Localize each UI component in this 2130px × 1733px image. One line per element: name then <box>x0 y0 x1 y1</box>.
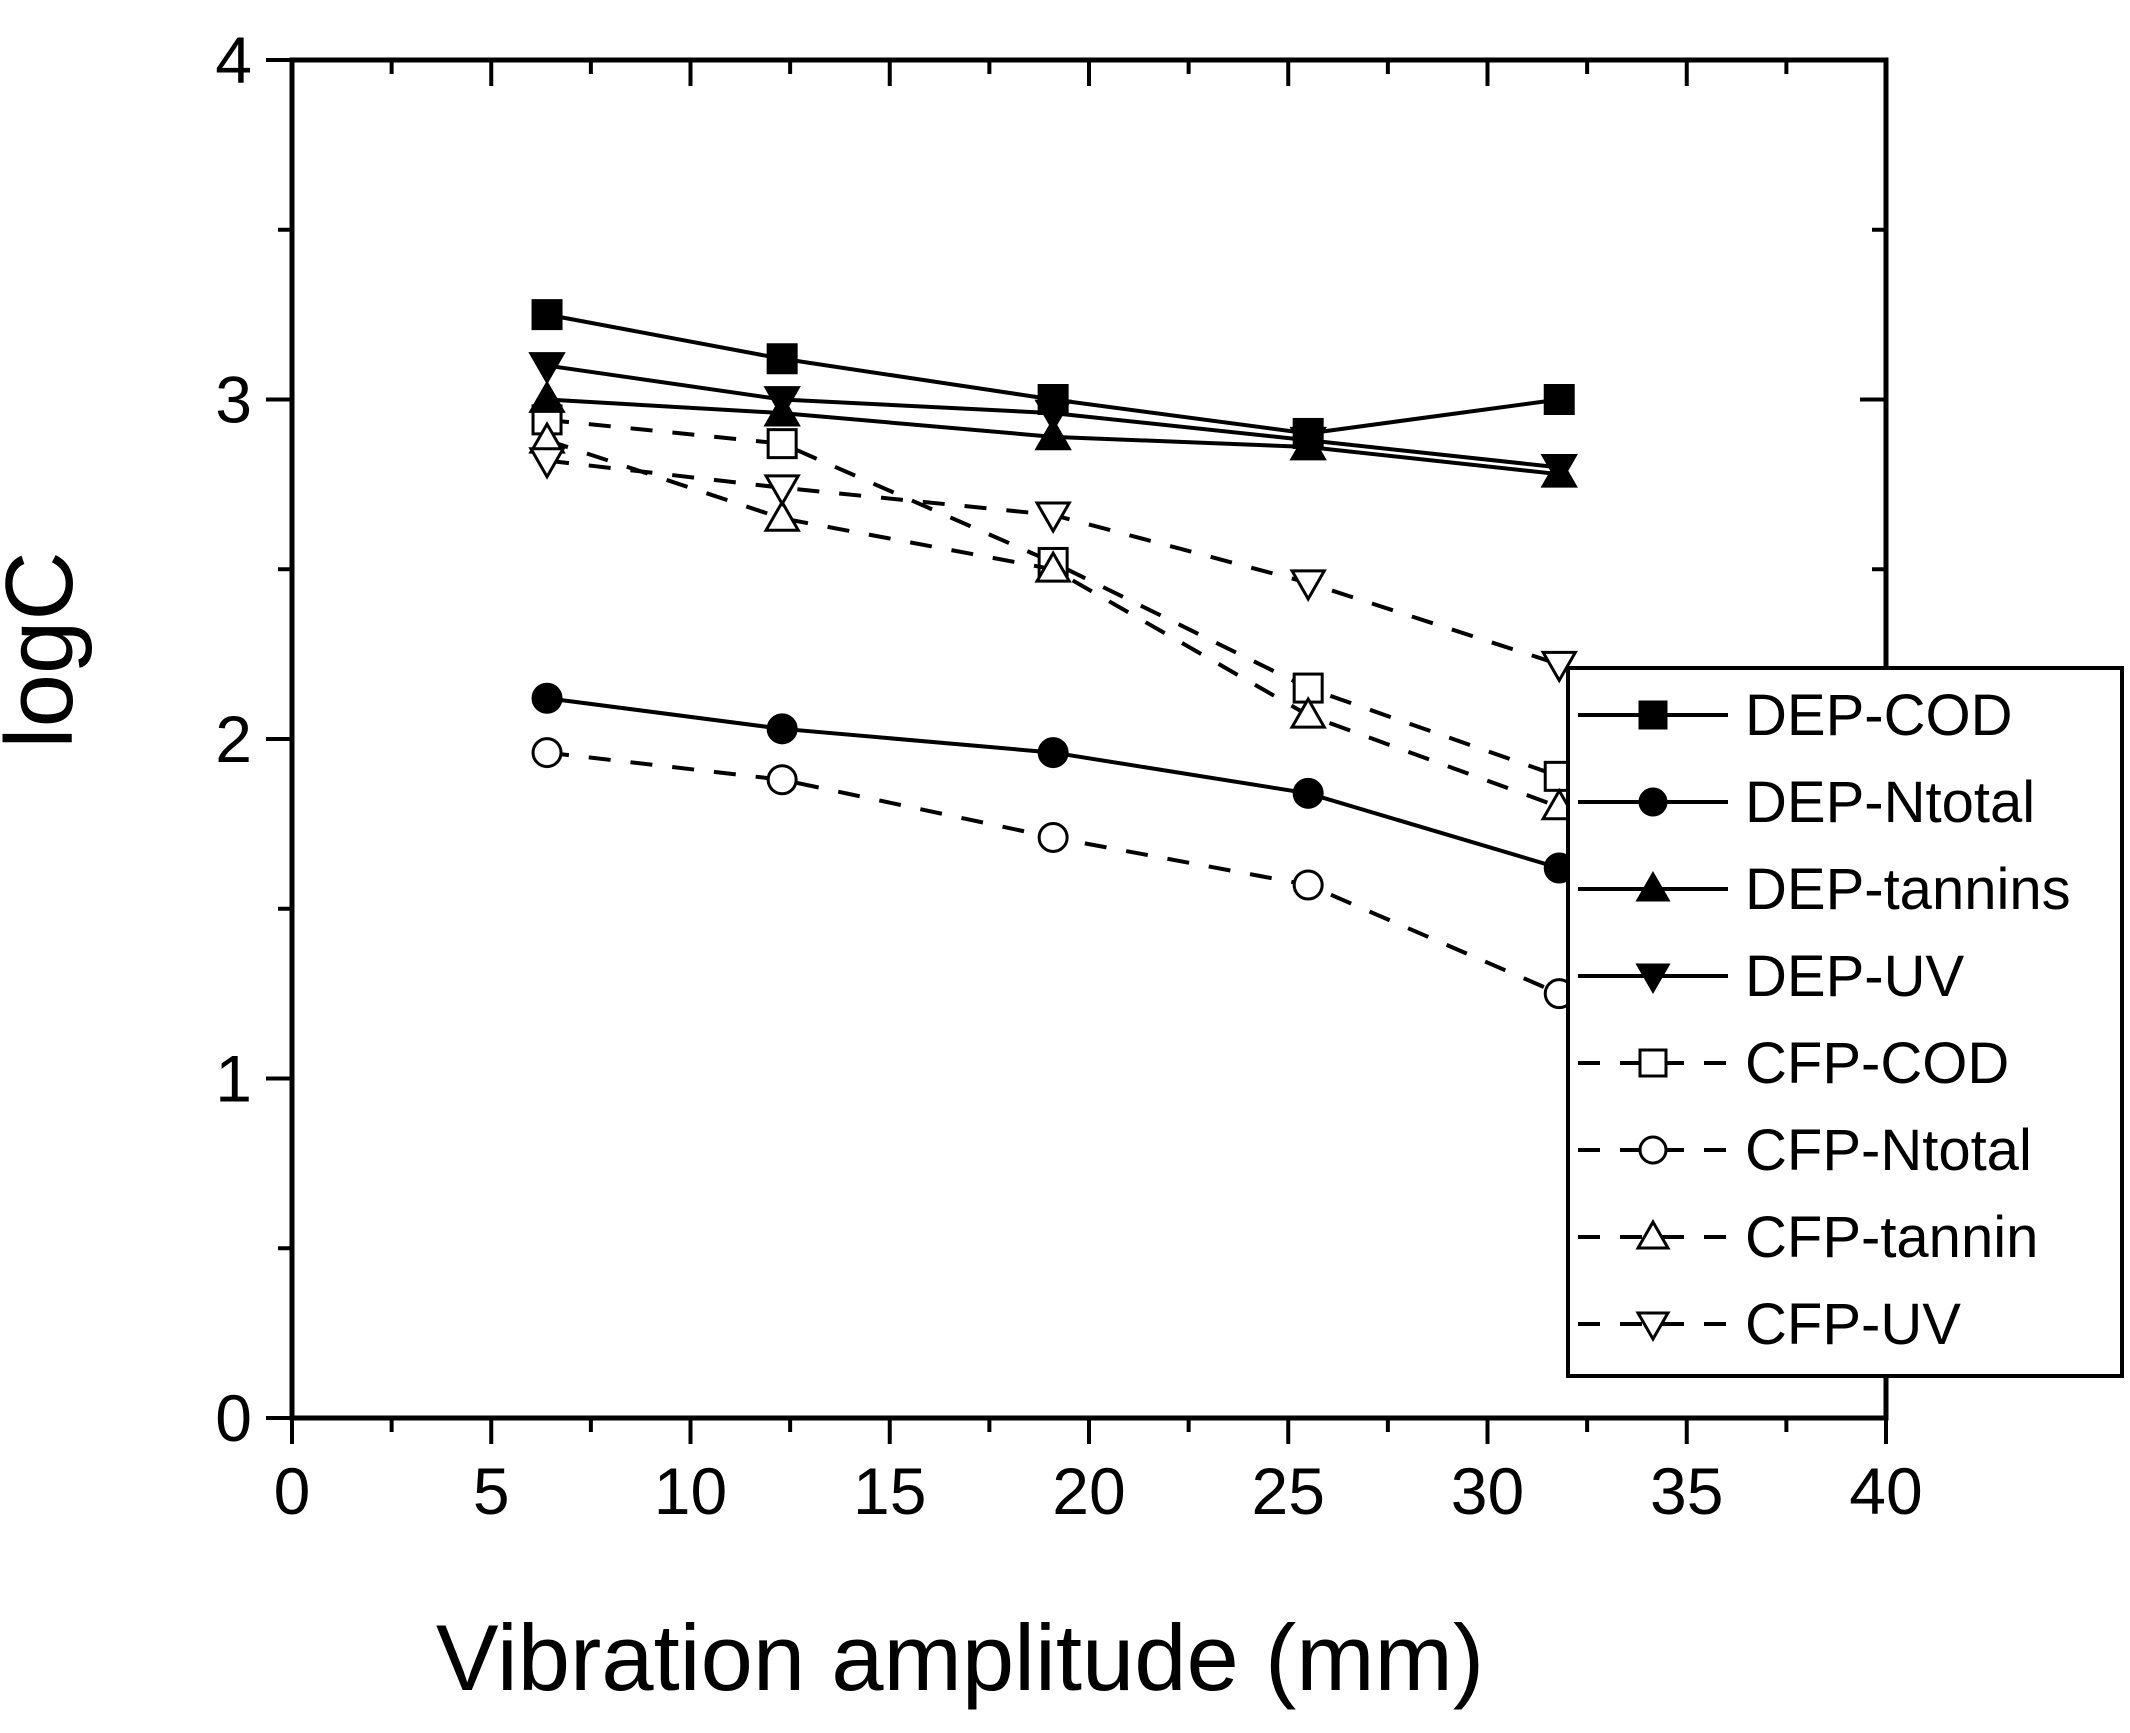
series-line-cfp-ntotal <box>546 750 1561 996</box>
x-tick-label: 25 <box>1252 1454 1325 1528</box>
data-point-cfp-uv <box>1289 569 1327 602</box>
data-point-dep-tannins <box>528 380 566 413</box>
legend-marker <box>1635 1219 1671 1250</box>
series-cfp-ntotal <box>531 737 1575 1010</box>
data-point-cfp-uv <box>763 474 801 507</box>
data-point-dep-cod <box>531 299 563 331</box>
legend-item-cfp-uv: CFP-UV <box>1578 1292 1961 1357</box>
data-point-dep-uv <box>528 352 566 385</box>
legend-item-cfp-ntotal: CFP-Ntotal <box>1578 1118 2032 1183</box>
legend-label: DEP-UV <box>1745 944 1964 1009</box>
x-tick-label: 40 <box>1849 1454 1922 1528</box>
x-tick-label: 10 <box>654 1454 727 1528</box>
y-tick-label: 1 <box>215 1042 252 1116</box>
legend-marker <box>1638 1135 1668 1165</box>
legend-marker <box>1638 787 1668 817</box>
data-point-dep-cod <box>1543 384 1575 415</box>
x-tick-label: 35 <box>1650 1454 1723 1528</box>
x-tick-label: 30 <box>1451 1454 1524 1528</box>
x-axis-title: Vibration amplitude (mm) <box>436 1605 1484 1710</box>
data-point-cfp-cod <box>766 428 798 460</box>
y-tick-label: 4 <box>215 23 252 97</box>
legend: DEP-COD DEP-Ntotal DEP-tannins DEP-UV CFP-CO… <box>1566 666 2124 1378</box>
legend-label: CFP-UV <box>1745 1292 1961 1357</box>
data-point-cfp-ntotal <box>1037 821 1069 853</box>
data-point-dep-uv <box>763 386 801 419</box>
legend-item-cfp-cod: CFP-COD <box>1578 1031 2009 1096</box>
data-point-dep-ntotal <box>1037 737 1069 769</box>
series-dep-cod <box>531 299 1575 449</box>
legend-marker <box>1638 1048 1668 1078</box>
series-dep-ntotal <box>531 682 1575 884</box>
x-tick-label: 15 <box>853 1454 926 1528</box>
legend-label: DEP-tannins <box>1745 857 2071 922</box>
series-cfp-tannin <box>528 421 1578 821</box>
legend-box <box>1566 666 2124 1378</box>
legend-marker <box>1635 871 1671 902</box>
legend-marker <box>1635 963 1671 994</box>
legend-label: DEP-COD <box>1745 683 2012 748</box>
data-point-cfp-ntotal <box>766 764 798 796</box>
data-point-dep-cod <box>766 343 798 375</box>
series-layer <box>528 299 1578 1010</box>
legend-label: DEP-Ntotal <box>1745 770 2035 835</box>
series-dep-uv <box>528 352 1578 487</box>
legend-label: CFP-Ntotal <box>1745 1118 2032 1183</box>
legend-label: CFP-COD <box>1745 1031 2009 1096</box>
data-point-dep-ntotal <box>766 713 798 745</box>
data-point-dep-tannins <box>1034 417 1072 451</box>
data-point-cfp-tannin <box>1034 550 1072 583</box>
data-point-dep-uv <box>1034 399 1072 433</box>
legend-item-dep-cod: DEP-COD <box>1578 683 2012 748</box>
data-point-cfp-uv <box>1034 501 1072 535</box>
data-point-cfp-ntotal <box>531 737 563 769</box>
series-line-cfp-cod <box>546 417 1560 779</box>
x-tick-label: 20 <box>1052 1454 1125 1528</box>
y-tick-label: 3 <box>215 363 252 437</box>
data-point-cfp-ntotal <box>1292 869 1324 901</box>
axis-ticks: 0 5 10 15 20 25 30 35 40 0 1 2 3 4 <box>215 23 1922 1528</box>
y-axis-title: logC <box>0 551 93 748</box>
y-tick-label: 0 <box>215 1381 252 1455</box>
series-cfp-cod <box>531 404 1575 792</box>
legend-marker <box>1635 1311 1671 1342</box>
data-point-cfp-tannin <box>763 499 801 532</box>
data-point-cfp-tannin <box>1289 696 1327 729</box>
legend-label: CFP-tannin <box>1745 1205 2038 1270</box>
series-cfp-uv <box>528 447 1578 684</box>
y-tick-label: 2 <box>215 702 252 776</box>
data-point-dep-uv <box>1540 454 1578 487</box>
data-point-dep-ntotal <box>531 682 563 714</box>
legend-item-cfp-tannin: CFP-tannin <box>1578 1205 2038 1270</box>
data-point-dep-uv <box>1289 426 1327 460</box>
legend-item-dep-tannins: DEP-tannins <box>1578 857 2071 922</box>
legend-item-dep-uv: DEP-UV <box>1578 944 1964 1009</box>
x-tick-label: 5 <box>473 1454 510 1528</box>
data-point-dep-ntotal <box>1292 777 1324 809</box>
data-point-cfp-uv <box>528 447 566 480</box>
legend-marker <box>1638 700 1668 730</box>
legend-item-dep-ntotal: DEP-Ntotal <box>1578 770 2035 835</box>
x-tick-label: 0 <box>274 1454 311 1528</box>
